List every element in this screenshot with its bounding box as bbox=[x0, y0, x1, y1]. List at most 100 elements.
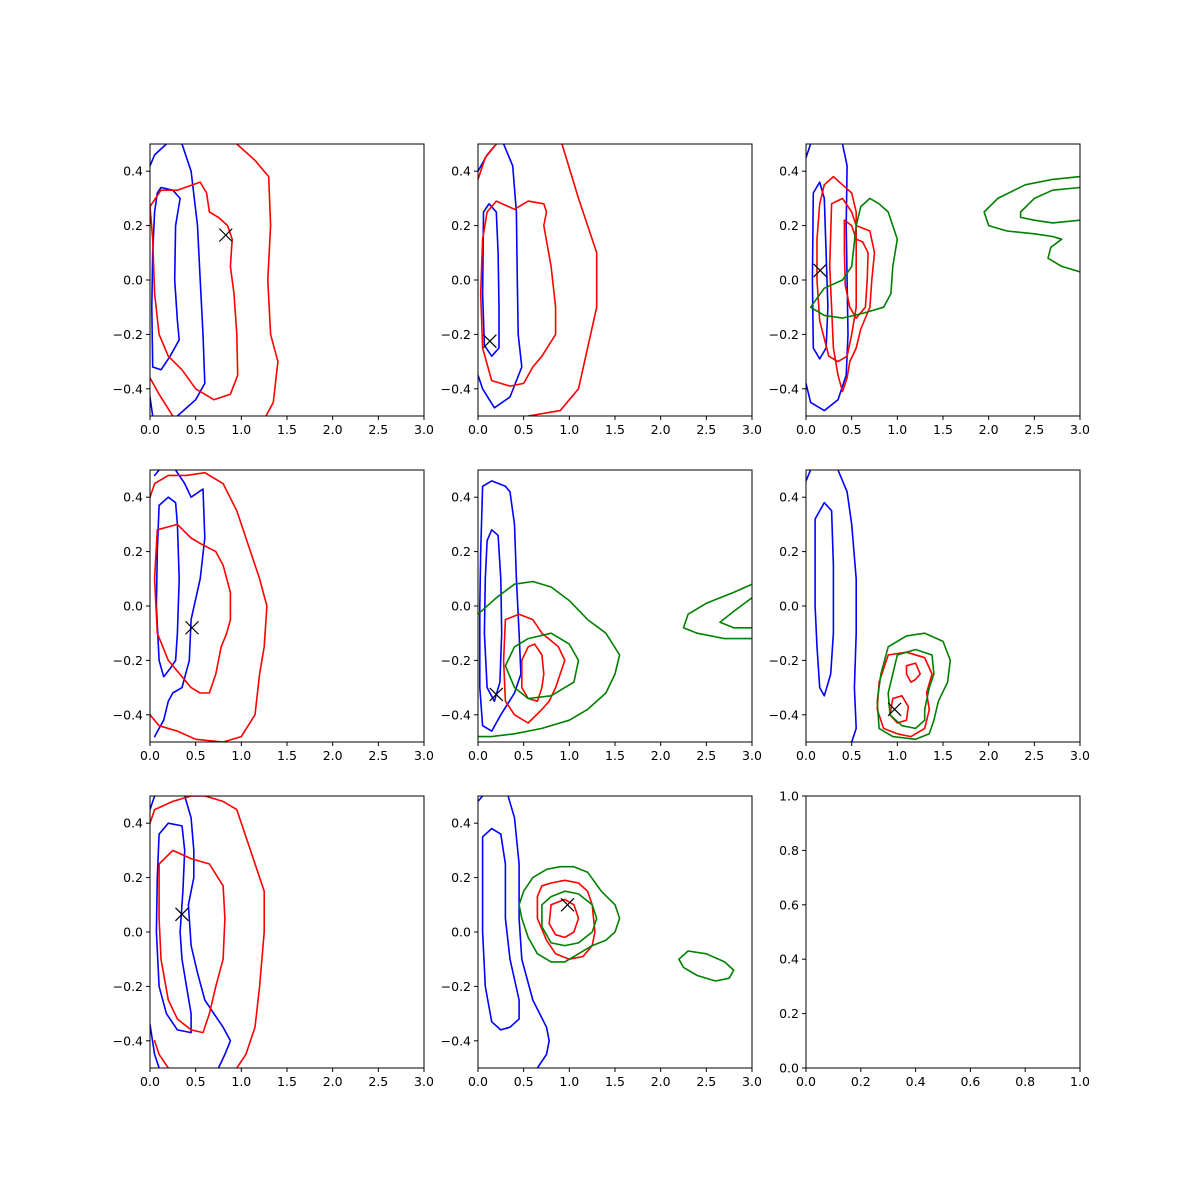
y-tick-label: −0.4 bbox=[441, 707, 471, 722]
contour-line bbox=[828, 197, 876, 393]
x-tick-label: 0.0 bbox=[796, 748, 816, 763]
y-tick-label: 0.2 bbox=[451, 544, 471, 559]
x-tick-label: 0.8 bbox=[1015, 1074, 1035, 1089]
contour-line bbox=[176, 144, 206, 416]
plot-area bbox=[806, 470, 952, 742]
x-tick-label: 0.0 bbox=[140, 1074, 160, 1089]
y-tick-label: 0.2 bbox=[779, 544, 799, 559]
contour-line bbox=[150, 796, 156, 811]
contour-line bbox=[678, 950, 735, 982]
contour-line bbox=[887, 648, 935, 730]
y-tick-label: −0.4 bbox=[113, 381, 143, 396]
contour-line bbox=[806, 470, 812, 482]
y-tick-label: 0.2 bbox=[123, 870, 143, 885]
contour-line bbox=[811, 181, 829, 360]
y-tick-label: 0.6 bbox=[779, 897, 799, 912]
x-tick-label: 0.5 bbox=[186, 1074, 206, 1089]
plot-area bbox=[150, 144, 279, 416]
x-tick-label: 0.0 bbox=[468, 1074, 488, 1089]
x-tick-label: 0.0 bbox=[140, 748, 160, 763]
axes-frame bbox=[805, 795, 1081, 1069]
x-tick-label: 1.0 bbox=[231, 748, 251, 763]
plot-area bbox=[806, 144, 1080, 412]
y-tick-label: 0.4 bbox=[779, 952, 799, 967]
contour-line bbox=[682, 583, 752, 640]
x-tick-label: 2.0 bbox=[979, 422, 999, 437]
y-tick-label: 0.0 bbox=[123, 599, 143, 614]
plot-area bbox=[478, 796, 735, 1068]
x-tick-label: 0.2 bbox=[851, 1074, 871, 1089]
subplot-1: 0.0 0.5 1.0 1.5 2.0 2.5 3.0 0.4 0.2 0.0 −0.2 −0.4 bbox=[113, 143, 434, 437]
x-tick-label: 0.5 bbox=[514, 748, 534, 763]
x-tick-label: 2.5 bbox=[1024, 422, 1044, 437]
x-tick-label: 3.0 bbox=[742, 748, 762, 763]
contour-line bbox=[876, 632, 952, 741]
x-tick-label: 2.0 bbox=[651, 422, 671, 437]
contour-line bbox=[527, 144, 598, 416]
x-tick-label: 3.0 bbox=[414, 422, 434, 437]
y-tick-label: 0.2 bbox=[123, 218, 143, 233]
subplot-6: 0.0 0.5 1.0 1.5 2.0 2.5 3.0 0.4 0.2 0.0 −0.2 −0.4 bbox=[769, 469, 1090, 763]
y-tick-label: 0.4 bbox=[451, 164, 471, 179]
y-tick-label: −0.2 bbox=[769, 327, 799, 342]
y-tick-label: 0.0 bbox=[779, 1061, 799, 1076]
plot-area bbox=[478, 144, 598, 416]
x-tick-label: 1.0 bbox=[559, 1074, 579, 1089]
x-tick-label: 2.0 bbox=[979, 748, 999, 763]
x-tick-label: 1.5 bbox=[933, 748, 953, 763]
x-tick-label: 1.0 bbox=[559, 748, 579, 763]
contour-line bbox=[150, 796, 265, 1068]
y-tick-label: −0.4 bbox=[441, 381, 471, 396]
contour-line bbox=[153, 1040, 170, 1068]
x-tick-label: 1.5 bbox=[605, 748, 625, 763]
contour-line bbox=[153, 523, 232, 694]
subplot-9: 0.0 0.2 0.4 0.6 0.8 1.0 1.0 0.8 0.6 0.4 0.2 0.0 bbox=[779, 789, 1090, 1090]
contour-line bbox=[481, 827, 520, 1031]
contour-line bbox=[153, 470, 206, 738]
contour-line bbox=[837, 470, 857, 742]
y-tick-label: −0.2 bbox=[441, 653, 471, 668]
contour-line bbox=[155, 822, 192, 1034]
x-tick-label: 2.0 bbox=[651, 1074, 671, 1089]
y-tick-label: 1.0 bbox=[779, 789, 799, 804]
x-tick-label: 0.0 bbox=[140, 422, 160, 437]
y-tick-label: 0.0 bbox=[123, 925, 143, 940]
contour-line bbox=[183, 796, 232, 1068]
y-tick-label: 0.4 bbox=[779, 164, 799, 179]
subplot-2: 0.0 0.5 1.0 1.5 2.0 2.5 3.0 0.4 0.2 0.0 −0.2 −0.4 bbox=[441, 143, 762, 437]
x-tick-label: 0.5 bbox=[186, 748, 206, 763]
contour-line bbox=[478, 144, 498, 181]
x-tick-label: 2.5 bbox=[696, 748, 716, 763]
y-tick-label: −0.4 bbox=[113, 707, 143, 722]
subplot-3: 0.0 0.5 1.0 1.5 2.0 2.5 3.0 0.4 0.2 0.0 −0.2 −0.4 bbox=[769, 143, 1090, 437]
x-tick-label: 2.0 bbox=[651, 748, 671, 763]
y-tick-label: 0.4 bbox=[779, 490, 799, 505]
x-tick-label: 2.0 bbox=[323, 748, 343, 763]
x-tick-label: 0.5 bbox=[514, 422, 534, 437]
x-tick-label: 1.5 bbox=[277, 1074, 297, 1089]
x-marker bbox=[175, 907, 189, 922]
y-tick-label: 0.8 bbox=[779, 843, 799, 858]
x-tick-label: 2.5 bbox=[368, 1074, 388, 1089]
contour-line bbox=[502, 613, 566, 724]
x-marker bbox=[887, 702, 902, 717]
x-tick-label: 1.5 bbox=[277, 422, 297, 437]
x-tick-label: 1.0 bbox=[887, 422, 907, 437]
x-tick-label: 2.5 bbox=[368, 422, 388, 437]
y-tick-label: 0.4 bbox=[123, 164, 143, 179]
contour-line bbox=[806, 144, 812, 159]
contour-line bbox=[809, 197, 899, 319]
x-tick-label: 2.5 bbox=[696, 422, 716, 437]
x-marker bbox=[489, 687, 504, 702]
y-tick-label: −0.4 bbox=[769, 381, 799, 396]
contour-line bbox=[548, 898, 580, 939]
plot-area bbox=[478, 480, 752, 738]
x-tick-label: 0.0 bbox=[468, 748, 488, 763]
contour-line bbox=[158, 849, 226, 1034]
y-tick-label: 0.0 bbox=[451, 273, 471, 288]
x-tick-label: 3.0 bbox=[414, 1074, 434, 1089]
y-tick-label: −0.2 bbox=[113, 979, 143, 994]
x-tick-label: 3.0 bbox=[742, 1074, 762, 1089]
x-tick-label: 1.0 bbox=[559, 422, 579, 437]
